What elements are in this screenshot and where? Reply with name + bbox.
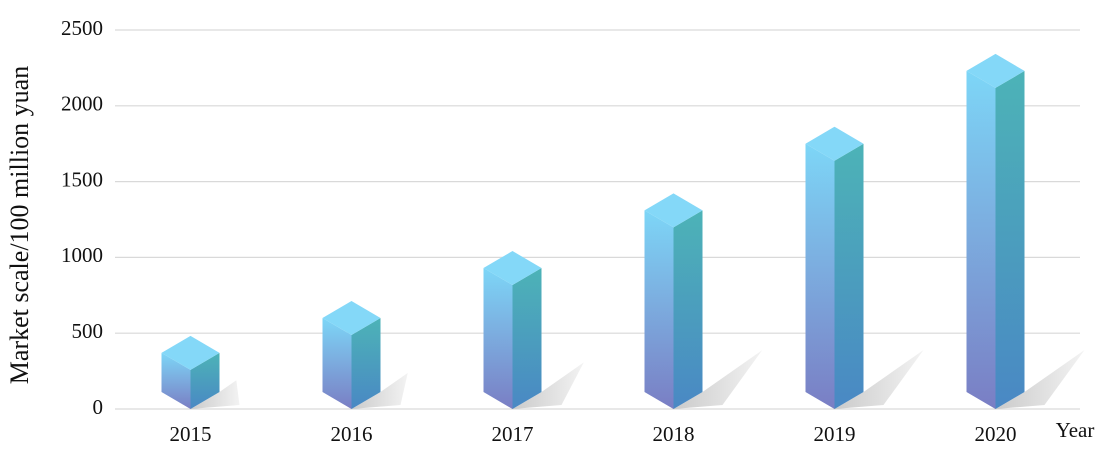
y-tick-label: 2000 <box>61 92 103 116</box>
x-tick-label: 2019 <box>814 422 856 446</box>
bar-shadow <box>512 362 584 409</box>
x-axis-label: Year <box>1056 418 1095 442</box>
bar-shadow <box>995 350 1085 409</box>
y-tick-label: 1500 <box>61 167 103 191</box>
bar-shadow <box>351 372 408 409</box>
bar-front <box>483 268 513 409</box>
bar-side <box>673 210 703 409</box>
bar-shadow <box>190 380 240 409</box>
bar-shadow <box>834 350 924 409</box>
bar-side <box>190 352 220 409</box>
bar-front <box>805 143 835 409</box>
x-tick-label: 2017 <box>492 422 534 446</box>
bar-front <box>322 318 352 409</box>
bar-top <box>805 126 864 161</box>
bar-top <box>966 53 1025 88</box>
y-tick-label: 2500 <box>61 16 103 40</box>
bar-shadow <box>673 350 763 409</box>
bar-top <box>483 251 542 286</box>
bar-top <box>644 193 703 228</box>
bar-side <box>995 70 1025 409</box>
bar-front <box>644 210 674 409</box>
bar-front <box>966 70 996 409</box>
bar-top <box>161 335 220 370</box>
bar-side <box>512 268 542 409</box>
y-tick-label: 0 <box>93 395 104 419</box>
x-tick-label: 2015 <box>170 422 212 446</box>
bar-side <box>834 143 864 409</box>
y-tick-label: 500 <box>72 319 104 343</box>
x-tick-label: 2016 <box>331 422 373 446</box>
bar-top <box>322 301 381 336</box>
bar-side <box>351 318 381 409</box>
bar-front <box>161 352 191 409</box>
y-tick-label: 1000 <box>61 243 103 267</box>
x-tick-label: 2020 <box>975 422 1017 446</box>
x-tick-label: 2018 <box>653 422 695 446</box>
y-axis-label: Market scale/100 million yuan <box>5 66 34 384</box>
